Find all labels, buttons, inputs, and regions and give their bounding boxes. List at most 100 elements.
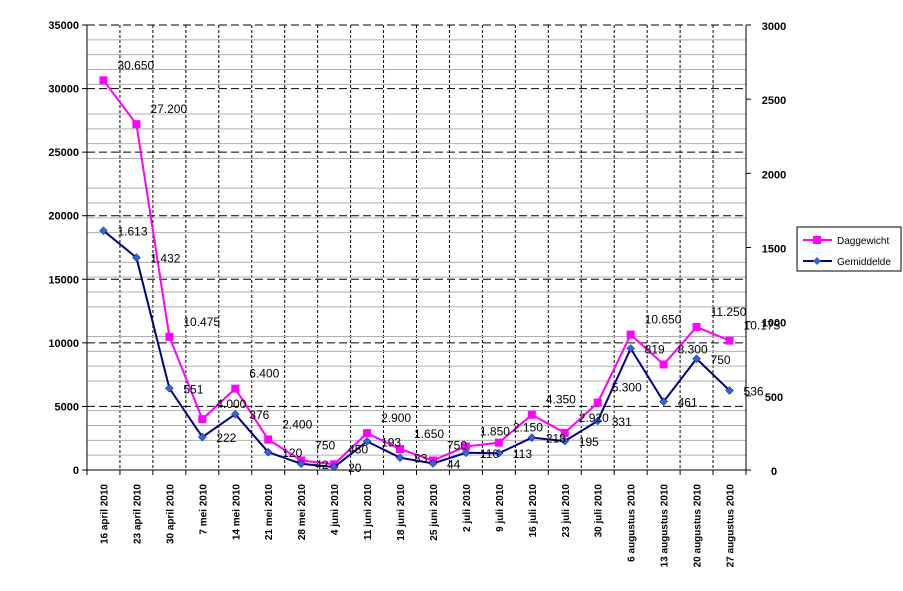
gemiddelde-data-label: 44 bbox=[447, 457, 461, 471]
right-tick-label: 500 bbox=[765, 392, 783, 404]
gemiddelde-point bbox=[197, 432, 207, 442]
legend-box bbox=[796, 226, 902, 272]
gemiddelde-point bbox=[362, 437, 372, 446]
gemiddelde-data-label: 536 bbox=[744, 384, 764, 398]
gemiddelde-point bbox=[626, 344, 636, 353]
daggewicht-data-label: 1.850 bbox=[480, 424, 510, 438]
daggewicht-data-label: 10.650 bbox=[645, 313, 682, 327]
category-label: 28 mei 2010 bbox=[297, 484, 308, 541]
daggewicht-data-label: 6.400 bbox=[249, 367, 279, 381]
daggewicht-point bbox=[593, 398, 602, 407]
daggewicht-data-label: 10.175 bbox=[744, 319, 781, 333]
category-label: 2 juli 2010 bbox=[462, 484, 473, 532]
category-label: 9 juli 2010 bbox=[495, 484, 506, 532]
gemiddelde-data-label: 222 bbox=[216, 431, 236, 445]
daggewicht-point bbox=[396, 445, 405, 454]
gemiddelde-data-label: 1.613 bbox=[117, 225, 147, 239]
category-label: 16 april 2010 bbox=[99, 484, 110, 544]
daggewicht-point bbox=[165, 332, 174, 341]
gemiddelde-data-label: 461 bbox=[678, 396, 698, 410]
daggewicht-data-label: 2.150 bbox=[513, 421, 543, 435]
grid-lines bbox=[87, 24, 746, 470]
category-label: 6 augustus 2010 bbox=[627, 484, 638, 562]
gemiddelde-point bbox=[593, 416, 603, 426]
gemiddelde-point bbox=[527, 433, 537, 443]
daggewicht-line bbox=[102, 79, 730, 466]
gemiddelde-data-label: 1.432 bbox=[150, 252, 180, 266]
gemiddelde-data-label: 819 bbox=[645, 343, 665, 357]
gemiddelde-point bbox=[329, 462, 339, 472]
gemiddelde-data-label: 218 bbox=[546, 432, 566, 446]
daggewicht-point bbox=[560, 428, 569, 437]
gemiddelde-data-label: 20 bbox=[348, 461, 362, 475]
right-axis-ticks: 0 500 1000 1500 2000 2500 3000 bbox=[746, 21, 786, 478]
gemiddelde-legend-label: Gemiddelde bbox=[837, 257, 891, 268]
right-tick-label: 0 bbox=[771, 466, 777, 478]
category-label: 23 juli 2010 bbox=[561, 484, 572, 538]
right-tick-label: 1500 bbox=[762, 244, 786, 256]
left-tick-label: 25000 bbox=[48, 147, 79, 159]
daggewicht-data-label: 450 bbox=[348, 442, 368, 456]
daggewicht-point bbox=[198, 415, 207, 424]
series-lines bbox=[99, 76, 734, 472]
daggewicht-point bbox=[264, 435, 273, 444]
daggewicht-data-label: 2.920 bbox=[579, 411, 609, 425]
gemiddelde-data-label: 193 bbox=[381, 435, 401, 449]
daggewicht-data-label: 4.350 bbox=[546, 393, 576, 407]
left-tick-label: 20000 bbox=[48, 211, 79, 223]
gemiddelde-data-label: 120 bbox=[282, 446, 302, 460]
daggewicht-point bbox=[659, 360, 668, 369]
daggewicht-point bbox=[363, 429, 372, 438]
category-label: 20 augustus 2010 bbox=[693, 484, 704, 568]
daggewicht-data-label: 8.300 bbox=[678, 342, 708, 356]
category-label: 16 juli 2010 bbox=[528, 484, 539, 538]
left-axis-ticks: 0 5000 10000 15000 20000 25000 30000 35000 bbox=[48, 20, 87, 477]
gemiddelde-point bbox=[659, 397, 668, 406]
daggewicht-data-label: 750 bbox=[315, 438, 335, 452]
daggewicht-point bbox=[132, 120, 141, 129]
gemiddelde-data-label: 551 bbox=[183, 382, 203, 396]
daggewicht-point bbox=[494, 438, 503, 447]
right-tick-label: 2500 bbox=[762, 95, 786, 107]
gemiddelde-data-label: 331 bbox=[612, 415, 632, 429]
gemiddelde-data-label: 195 bbox=[579, 435, 599, 449]
daggewicht-data-label: 750 bbox=[447, 438, 467, 452]
daggewicht-data-label: 1.650 bbox=[414, 427, 444, 441]
category-label: 30 juli 2010 bbox=[594, 484, 605, 538]
category-label: 25 juni 2010 bbox=[429, 484, 440, 541]
gemiddelde-line bbox=[102, 229, 731, 469]
category-label: 14 mei 2010 bbox=[231, 484, 242, 541]
gemiddelde-data-label: 83 bbox=[414, 452, 428, 466]
category-label: 18 juni 2010 bbox=[396, 484, 407, 541]
daggewicht-point bbox=[527, 410, 536, 419]
left-tick-label: 30000 bbox=[48, 84, 79, 96]
daggewicht-point bbox=[99, 76, 108, 85]
category-label: 23 april 2010 bbox=[132, 484, 143, 544]
gemiddelde-point bbox=[230, 409, 240, 419]
right-tick-label: 2000 bbox=[762, 169, 786, 181]
daggewicht-data-label: 4.000 bbox=[216, 397, 246, 411]
gemiddelde-point bbox=[560, 436, 570, 446]
gemiddelde-point bbox=[692, 354, 701, 364]
legend: Daggewicht Gemiddelde bbox=[796, 226, 902, 272]
daggewicht-point bbox=[725, 336, 734, 345]
daggewicht-data-label: 11.250 bbox=[711, 305, 747, 319]
category-label: 4 juni 2010 bbox=[330, 484, 341, 536]
right-tick-label: 1000 bbox=[762, 318, 786, 330]
daggewicht-point bbox=[692, 322, 701, 331]
category-label: 13 augustus 2010 bbox=[660, 484, 671, 568]
daggewicht-data-label: 10.475 bbox=[183, 315, 220, 329]
gemiddelde-point bbox=[494, 448, 504, 458]
daggewicht-data-label: 2.400 bbox=[282, 417, 312, 431]
category-label: 21 mei 2010 bbox=[264, 484, 275, 541]
gemiddelde-point bbox=[296, 459, 306, 469]
daggewicht-data-label: 27.200 bbox=[150, 102, 187, 116]
gemiddelde-point bbox=[132, 253, 141, 262]
gemiddelde-data-label: 750 bbox=[711, 353, 731, 367]
right-tick-label: 3000 bbox=[762, 21, 786, 33]
category-label: 11 juni 2010 bbox=[363, 484, 374, 541]
daggewicht-point bbox=[626, 330, 635, 339]
daggewicht-data-label: 2.900 bbox=[381, 411, 411, 425]
gemiddelde-point bbox=[428, 459, 438, 468]
category-label: 27 augustus 2010 bbox=[726, 484, 737, 568]
